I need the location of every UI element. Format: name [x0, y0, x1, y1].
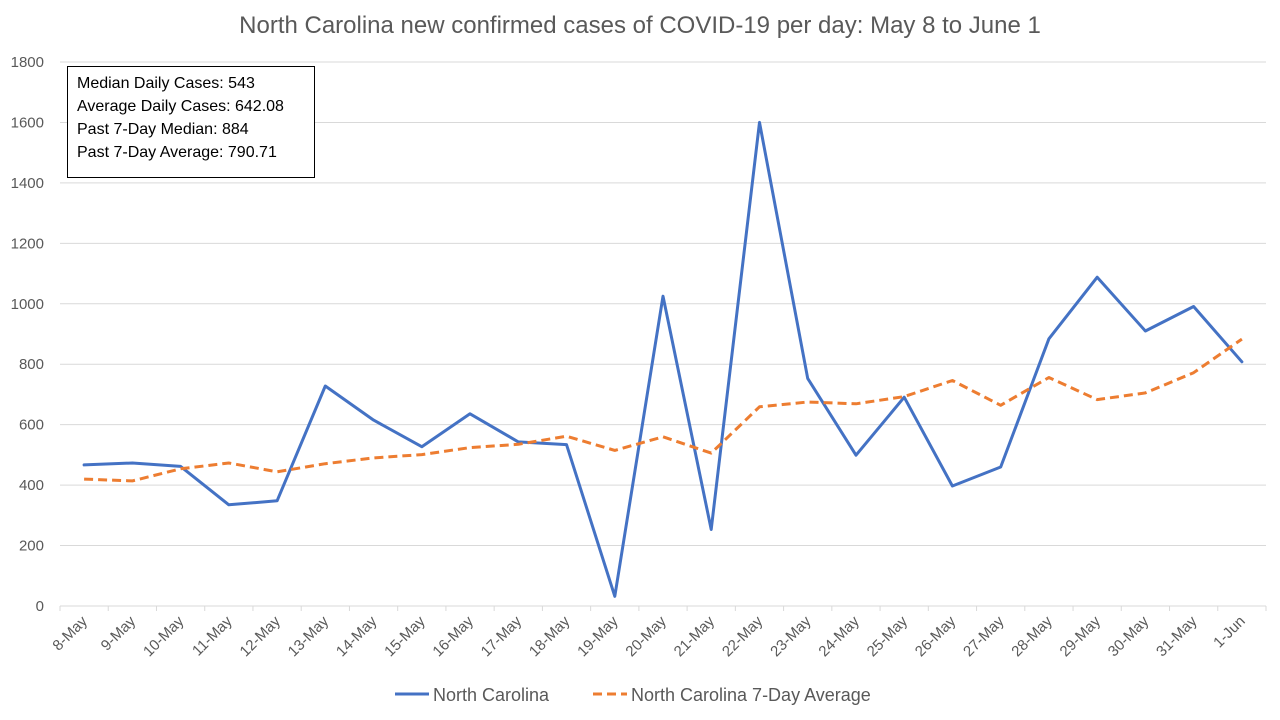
y-tick-label: 200 [19, 538, 44, 555]
x-tick-label: 18-May [526, 612, 574, 660]
x-tick-label: 28-May [1008, 612, 1056, 660]
x-tick-label: 17-May [478, 612, 526, 660]
x-tick-label: 12-May [237, 612, 285, 660]
x-tick-label: 13-May [285, 612, 333, 660]
x-tick-label: 15-May [381, 612, 429, 660]
stats-7day-median: Past 7-Day Median: 884 [77, 121, 249, 138]
stats-average-daily: Average Daily Cases: 642.08 [77, 98, 284, 115]
stats-median-daily: Median Daily Cases: 543 [77, 75, 255, 92]
x-tick-label: 24-May [815, 612, 863, 660]
x-tick-label: 25-May [864, 612, 912, 660]
x-tick-label: 22-May [719, 612, 767, 660]
y-tick-label: 600 [19, 417, 44, 434]
x-tick-label: 21-May [671, 612, 719, 660]
x-tick-label: 29-May [1057, 612, 1105, 660]
x-tick-label: 9-May [98, 612, 140, 654]
x-tick-label: 16-May [429, 612, 477, 660]
x-tick-label: 8-May [49, 612, 91, 654]
x-tick-label: 26-May [912, 612, 960, 660]
y-tick-label: 0 [36, 598, 44, 615]
x-tick-label: 11-May [189, 612, 236, 659]
chart-title: North Carolina new confirmed cases of CO… [239, 12, 1041, 39]
legend-label: North Carolina 7-Day Average [631, 685, 871, 705]
y-tick-label: 400 [19, 477, 44, 494]
x-tick-label: 10-May [140, 612, 188, 660]
y-tick-label: 1400 [11, 175, 44, 192]
series-line-7day-average [84, 337, 1243, 483]
stats-box: Median Daily Cases: 543 Average Daily Ca… [67, 66, 315, 178]
x-tick-label: 14-May [333, 612, 381, 660]
legend-label: North Carolina [433, 685, 550, 705]
stats-7day-average: Past 7-Day Average: 790.71 [77, 144, 277, 161]
series-lines [82, 120, 1244, 598]
x-tick-label: 1-Jun [1210, 613, 1249, 652]
x-tick-label: 31-May [1153, 612, 1201, 660]
x-tick-label: 20-May [622, 612, 670, 660]
y-tick-label: 1000 [11, 296, 44, 313]
y-tick-label: 1200 [11, 235, 44, 252]
series-line-north-carolina [82, 120, 1244, 598]
x-tick-label: 27-May [960, 612, 1008, 660]
y-tick-label: 800 [19, 356, 44, 373]
y-tick-label: 1800 [11, 54, 44, 71]
legend: North Carolina North Carolina 7-Day Avera… [395, 685, 871, 705]
x-tick-label: 23-May [767, 612, 815, 660]
x-tick-label: 30-May [1105, 612, 1153, 660]
x-tick-label: 19-May [574, 612, 622, 660]
y-tick-label: 1600 [11, 114, 44, 131]
